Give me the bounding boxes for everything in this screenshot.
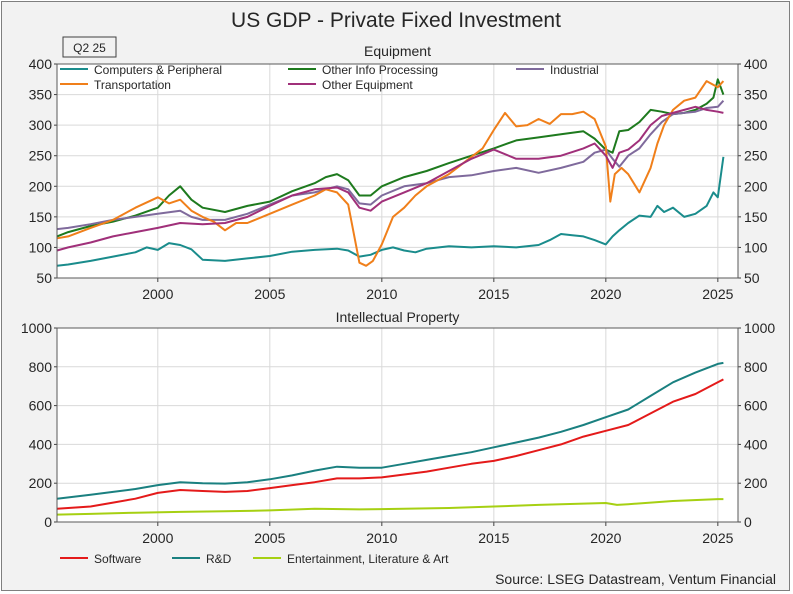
plot-area [57,64,738,278]
y-tick-label-right: 100 [744,239,768,255]
legend-label: Other Info Processing [322,63,438,77]
y-tick-label-right: 300 [744,117,768,133]
y-tick-label-right: 200 [744,475,768,491]
plot-border [56,327,739,523]
y-tick-label-left: 250 [29,148,53,164]
x-tick-label: 2015 [478,530,509,546]
y-tick-label-left: 800 [29,359,53,375]
y-tick-label-right: 400 [744,56,768,72]
x-tick-label: 2025 [702,286,733,302]
series-line-3 [56,80,725,267]
y-tick-label-left: 350 [29,87,53,103]
y-tick-label-left: 50 [36,270,52,286]
series-line-1 [56,361,724,500]
y-tick-label-left: 600 [29,398,53,414]
y-tick-label-left: 300 [29,117,53,133]
y-tick-label-left: 100 [29,239,53,255]
panel-title: Intellectual Property [336,309,460,325]
x-tick-label: 2020 [590,530,621,546]
x-tick-label: 2020 [590,286,621,302]
legend-label: R&D [206,552,232,566]
series-line-1 [56,78,725,238]
plot-border [56,63,739,279]
legend-label: Computers & Peripheral [94,63,222,77]
x-tick-label: 2000 [142,530,173,546]
panel-1: 0 0 200 200 400 400 600 600 800 800 1000 1000 2000 20… [21,309,776,566]
y-tick-label-right: 250 [744,148,768,164]
y-tick-label-left: 400 [29,436,53,452]
legend-label: Software [94,552,142,566]
chart-panels: 50 50 100 100 150 150 200 200 250 250 300 300 350 350… [21,43,776,566]
y-tick-label-left: 0 [44,514,52,530]
y-tick-label-left: 150 [29,209,53,225]
series-line-4 [56,105,724,252]
panel-title: Equipment [364,43,431,59]
y-tick-label-right: 350 [744,87,768,103]
y-tick-label-right: 50 [744,270,760,286]
x-tick-label: 2000 [142,286,173,302]
y-tick-label-left: 400 [29,56,53,72]
legend-label: Entertainment, Literature & Art [287,552,449,566]
series-line-0 [56,378,724,510]
y-tick-label-right: 600 [744,398,768,414]
period-badge: Q2 25 [73,41,106,55]
y-tick-label-right: 0 [744,514,752,530]
y-tick-label-left: 1000 [21,320,52,336]
series-line-2 [56,498,724,516]
y-tick-label-right: 400 [744,436,768,452]
y-tick-label-right: 1000 [744,320,775,336]
legend-label: Transportation [94,78,171,92]
chart-title: US GDP - Private Fixed Investment [231,9,561,32]
y-tick-label-right: 150 [744,209,768,225]
x-tick-label: 2025 [702,530,733,546]
x-tick-label: 2015 [478,286,509,302]
x-tick-label: 2010 [366,286,397,302]
x-tick-label: 2005 [254,286,285,302]
x-tick-label: 2005 [254,530,285,546]
y-tick-label-left: 200 [29,475,53,491]
y-tick-label-right: 200 [744,178,768,194]
series-line-0 [56,156,725,267]
legend-label: Other Equipment [322,78,413,92]
period-badge-box [62,36,117,58]
panel-0: 50 50 100 100 150 150 200 200 250 250 300 300 350 350… [29,43,768,302]
y-tick-label-right: 800 [744,359,768,375]
y-tick-label-left: 200 [29,178,53,194]
legend-label: Industrial [550,63,599,77]
x-tick-label: 2010 [366,530,397,546]
source-note: Source: LSEG Datastream, Ventum Financia… [495,571,776,587]
